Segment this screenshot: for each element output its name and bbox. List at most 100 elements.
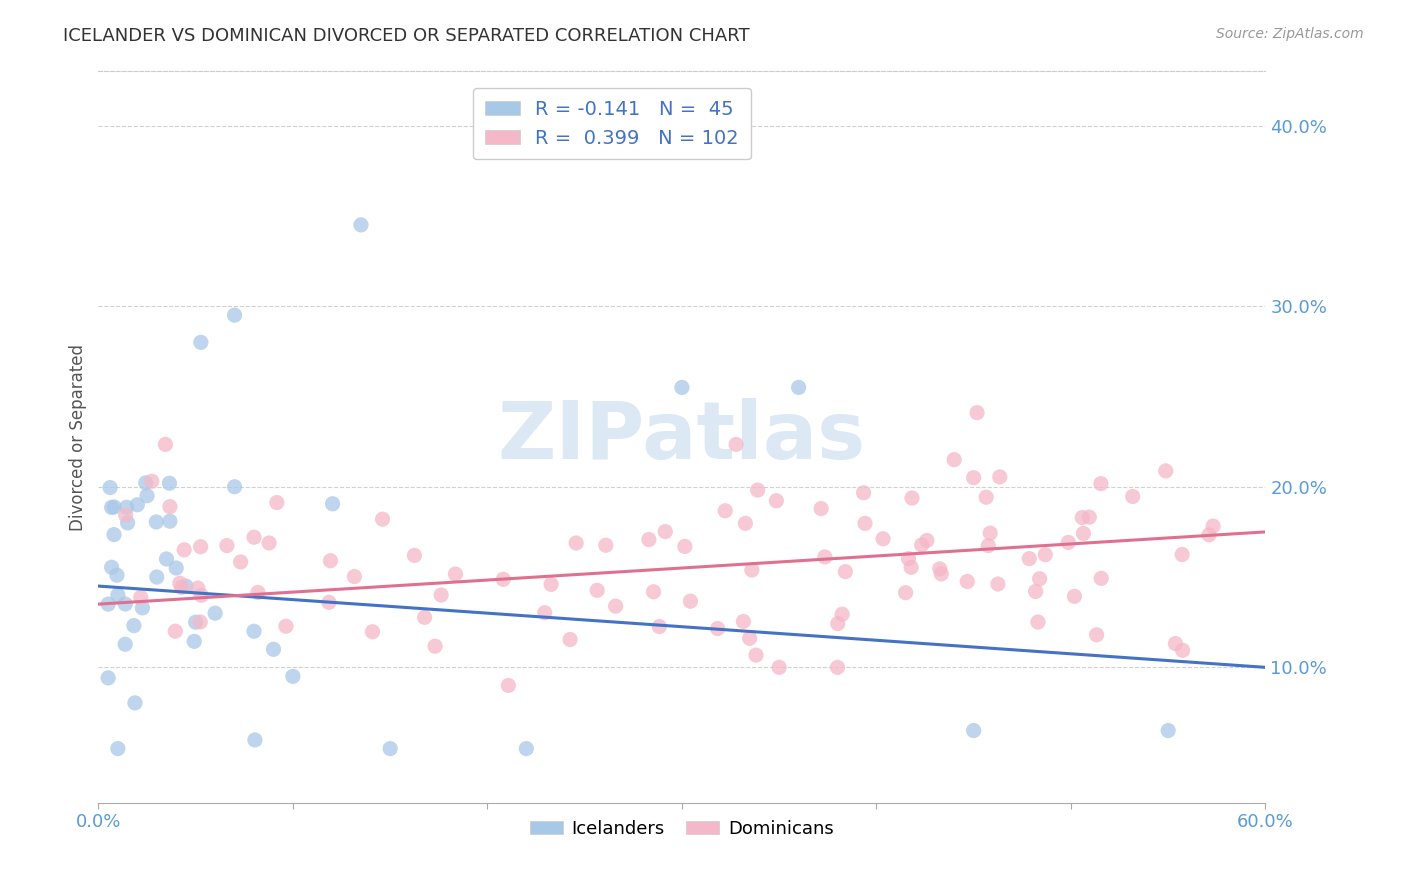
Point	[122, 618, 145, 632]
Point	[115, 500, 138, 515]
Point	[131, 600, 153, 615]
Point	[141, 475, 163, 489]
Point	[350, 218, 373, 232]
Point	[274, 619, 297, 633]
Point	[318, 595, 340, 609]
Point	[343, 569, 366, 583]
Point	[1164, 636, 1187, 650]
Point	[97, 671, 120, 685]
Text: Source: ZipAtlas.com: Source: ZipAtlas.com	[1216, 27, 1364, 41]
Point	[1202, 519, 1225, 533]
Point	[901, 491, 924, 505]
Point	[159, 500, 181, 514]
Point	[129, 591, 152, 605]
Point	[565, 536, 588, 550]
Point	[100, 560, 122, 574]
Point	[127, 498, 149, 512]
Point	[768, 660, 790, 674]
Point	[834, 565, 856, 579]
Point	[1157, 723, 1180, 738]
Point	[159, 476, 181, 491]
Legend: Icelanders, Dominicans: Icelanders, Dominicans	[523, 813, 841, 845]
Point	[243, 733, 266, 747]
Point	[1028, 572, 1050, 586]
Point	[107, 741, 129, 756]
Point	[1090, 476, 1112, 491]
Point	[977, 539, 1000, 553]
Point	[97, 597, 120, 611]
Point	[281, 669, 304, 683]
Point	[155, 437, 177, 451]
Point	[533, 606, 555, 620]
Point	[872, 532, 894, 546]
Point	[671, 380, 693, 394]
Point	[738, 632, 761, 646]
Point	[319, 554, 342, 568]
Point	[605, 599, 627, 614]
Point	[714, 504, 737, 518]
Point	[136, 489, 159, 503]
Point	[165, 624, 187, 639]
Point	[741, 563, 763, 577]
Point	[103, 527, 125, 541]
Point	[165, 561, 187, 575]
Point	[1026, 615, 1049, 629]
Point	[929, 566, 952, 581]
Point	[966, 406, 988, 420]
Point	[974, 490, 997, 504]
Point	[107, 588, 129, 602]
Point	[98, 481, 121, 495]
Point	[894, 585, 917, 599]
Point	[117, 516, 139, 530]
Point	[404, 549, 426, 563]
Point	[224, 480, 246, 494]
Point	[183, 634, 205, 648]
Point	[215, 539, 238, 553]
Point	[135, 475, 157, 490]
Point	[643, 584, 665, 599]
Point	[979, 526, 1001, 541]
Point	[654, 524, 676, 539]
Point	[371, 512, 394, 526]
Point	[380, 741, 402, 756]
Point	[243, 530, 266, 544]
Point	[204, 606, 226, 620]
Point	[1057, 535, 1080, 549]
Point	[911, 538, 934, 552]
Point	[114, 637, 136, 651]
Point	[706, 622, 728, 636]
Point	[444, 567, 467, 582]
Point	[1085, 628, 1108, 642]
Point	[827, 616, 849, 631]
Point	[679, 594, 702, 608]
Point	[1073, 526, 1095, 541]
Point	[638, 533, 661, 547]
Point	[187, 581, 209, 595]
Point	[1018, 551, 1040, 566]
Point	[900, 560, 922, 574]
Point	[928, 562, 950, 576]
Point	[725, 437, 748, 451]
Point	[673, 540, 696, 554]
Point	[1171, 548, 1194, 562]
Point	[648, 619, 671, 633]
Point	[988, 470, 1011, 484]
Point	[747, 483, 769, 497]
Point	[827, 660, 849, 674]
Point	[229, 555, 252, 569]
Point	[733, 615, 755, 629]
Point	[787, 380, 810, 394]
Point	[124, 696, 146, 710]
Point	[246, 585, 269, 599]
Point	[170, 580, 193, 594]
Point	[190, 540, 212, 554]
Point	[184, 615, 207, 630]
Point	[146, 570, 169, 584]
Point	[540, 577, 562, 591]
Point	[430, 588, 453, 602]
Point	[243, 624, 266, 639]
Point	[1198, 528, 1220, 542]
Point	[853, 516, 876, 531]
Point	[943, 452, 966, 467]
Point	[852, 485, 875, 500]
